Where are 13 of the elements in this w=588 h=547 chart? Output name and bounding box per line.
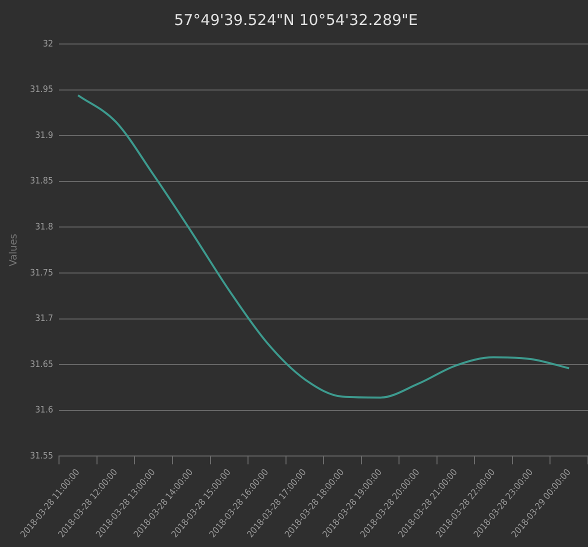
y-tick-label: 31.75 xyxy=(30,268,54,278)
y-tick-label: 31.85 xyxy=(30,176,54,187)
y-tick-label: 31.95 xyxy=(30,85,54,96)
y-tick-label: 31.55 xyxy=(30,452,54,462)
y-tick-label: 31.65 xyxy=(30,360,54,370)
chart-title: 57°49'39.524"N 10°54'32.289"E xyxy=(174,10,418,29)
y-tick-label: 32 xyxy=(42,39,54,50)
y-tick-label: 31.6 xyxy=(35,406,54,416)
y-tick-label: 31.9 xyxy=(35,130,54,141)
y-tick-label: 31.7 xyxy=(35,314,54,324)
y-axis-title: Values xyxy=(8,234,20,266)
y-tick-label: 31.8 xyxy=(35,222,54,233)
line-series xyxy=(77,94,570,399)
